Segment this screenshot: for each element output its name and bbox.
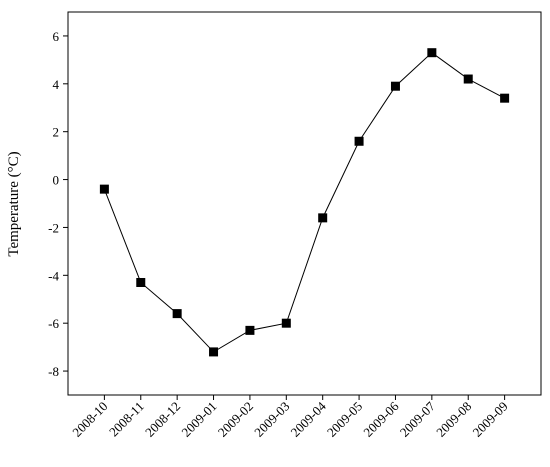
x-tick-label: 2009-05 <box>324 399 365 440</box>
y-tick-label: -8 <box>48 364 59 379</box>
marker <box>245 325 255 335</box>
marker <box>281 318 291 328</box>
marker <box>209 347 219 357</box>
x-tick-label: 2009-07 <box>397 398 439 440</box>
marker <box>99 184 109 194</box>
y-tick-label: -4 <box>48 268 59 283</box>
x-tick-label: 2008-12 <box>142 399 183 440</box>
marker <box>390 81 400 91</box>
marker <box>136 277 146 287</box>
marker <box>463 74 473 84</box>
y-tick-label: -2 <box>48 220 59 235</box>
x-tick-label: 2009-04 <box>288 398 330 440</box>
marker <box>500 93 510 103</box>
x-tick-label: 2009-03 <box>251 399 292 440</box>
y-tick-label: 4 <box>53 77 60 92</box>
marker <box>318 213 328 223</box>
y-axis-label: Temperature (°C) <box>6 151 22 256</box>
y-tick-label: 2 <box>53 125 60 140</box>
x-tick-label: 2009-06 <box>360 398 402 440</box>
y-tick-label: 6 <box>53 29 60 44</box>
x-tick-label: 2008-10 <box>69 399 110 440</box>
x-tick-label: 2008-11 <box>106 399 147 440</box>
x-tick-label: 2009-09 <box>469 399 510 440</box>
x-tick-label: 2009-01 <box>178 399 219 440</box>
x-tick-label: 2009-02 <box>215 399 256 440</box>
line <box>103 52 505 353</box>
y-tick-label: -6 <box>48 316 59 331</box>
marker <box>354 136 364 146</box>
x-tick-label: 2009-08 <box>433 399 474 440</box>
marker <box>427 48 437 58</box>
plot-frame <box>67 11 542 396</box>
y-tick-label: 0 <box>53 173 60 188</box>
marker <box>172 309 182 319</box>
